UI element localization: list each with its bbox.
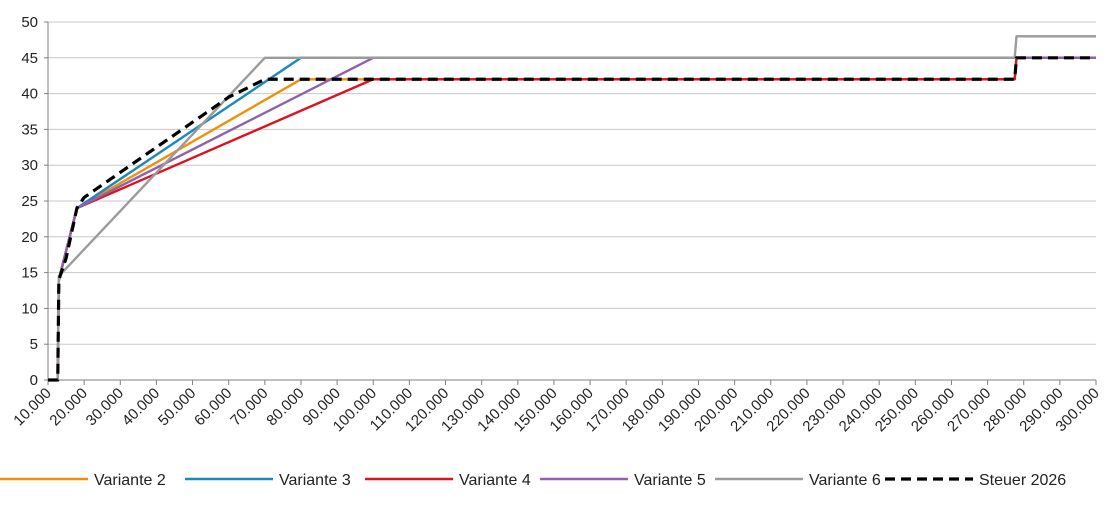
y-tick-label: 40 bbox=[21, 86, 38, 103]
x-tick-label: 10.000 bbox=[10, 385, 54, 429]
legend-label: Variante 4 bbox=[459, 472, 531, 489]
series-lines bbox=[48, 35, 1096, 382]
y-tick-label: 50 bbox=[21, 14, 38, 31]
legend: Variante 2 Variante 3 Variante 4 Variante 5… bbox=[0, 472, 1066, 489]
y-tick-label: 10 bbox=[21, 300, 38, 317]
series-line-variante-5 bbox=[48, 56, 1096, 382]
x-tick-label: 60.000 bbox=[191, 385, 235, 429]
y-tick-label: 5 bbox=[30, 336, 38, 353]
y-tick-label: 30 bbox=[21, 157, 38, 174]
y-tick-label: 20 bbox=[21, 229, 38, 246]
x-tick-label: 40.000 bbox=[119, 385, 163, 429]
series-line-variante-6 bbox=[48, 35, 1096, 382]
series-line-steuer-2026 bbox=[48, 56, 1096, 382]
y-tick-label: 15 bbox=[21, 265, 38, 282]
series-line-variante-4 bbox=[48, 56, 1096, 382]
legend-label: Variante 6 bbox=[809, 472, 881, 489]
axes: 0 5 10 15 20 25 30 35 40 45 50 10.00020.00030.00040… bbox=[10, 14, 1102, 435]
x-tick-label: 20.000 bbox=[46, 385, 90, 429]
y-tick-label: 45 bbox=[21, 50, 38, 67]
series-line-variante-3 bbox=[48, 56, 1096, 382]
x-tick-label: 70.000 bbox=[227, 385, 271, 429]
x-tick-label: 50.000 bbox=[155, 385, 199, 429]
x-tick-label: 30.000 bbox=[83, 385, 127, 429]
gridlines bbox=[48, 21, 1096, 345]
y-tick-label: 25 bbox=[21, 193, 38, 210]
y-tick-label: 35 bbox=[21, 121, 38, 138]
legend-label: Variante 2 bbox=[94, 472, 166, 489]
y-tick-label: 0 bbox=[30, 372, 38, 389]
legend-label: Steuer 2026 bbox=[979, 472, 1066, 489]
x-tick-label: 80.000 bbox=[263, 385, 307, 429]
legend-label: Variante 5 bbox=[634, 472, 706, 489]
series-line-variante-2 bbox=[48, 56, 1096, 382]
legend-label: Variante 3 bbox=[279, 472, 351, 489]
